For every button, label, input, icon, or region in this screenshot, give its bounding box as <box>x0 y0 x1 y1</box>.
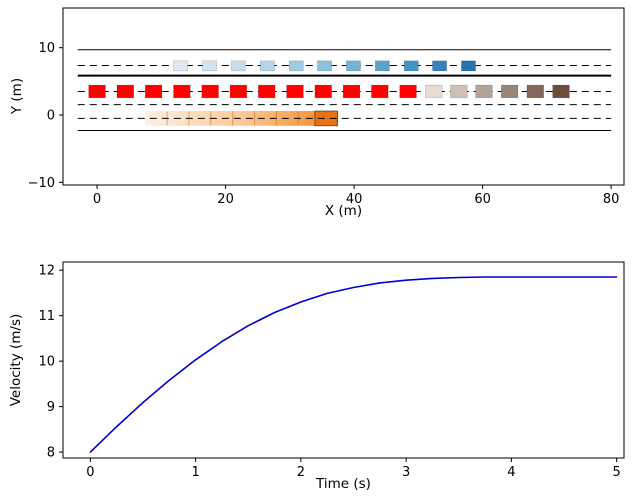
y-tick-label: 11 <box>38 309 55 324</box>
ego-lane-vehicle-faded <box>475 84 493 99</box>
trajectory-ylabel: Y (m) <box>9 77 25 115</box>
ego-lane-vehicle-faded <box>552 84 570 99</box>
target-lane-vehicle <box>403 60 419 72</box>
ego-lane-vehicle-red <box>116 84 134 99</box>
axes-frame <box>62 261 625 459</box>
target-lane-vehicle <box>461 60 476 72</box>
x-tick-label: 1 <box>191 465 199 480</box>
ego-lane-vehicle-red <box>145 84 163 99</box>
target-lane-vehicle <box>346 60 361 72</box>
ego-lane-vehicle-faded <box>425 84 443 99</box>
ego-lane-vehicle-faded <box>501 84 519 99</box>
target-lane-vehicle <box>202 60 217 72</box>
velocity-curve <box>89 276 618 453</box>
target-lane-vehicle <box>375 60 390 72</box>
axes-frame <box>62 7 625 186</box>
velocity-ylabel: Velocity (m/s) <box>8 313 24 407</box>
ego-lane-vehicle-red <box>258 84 276 99</box>
ego-lane-vehicle-red <box>286 84 304 99</box>
x-tick-label: 20 <box>217 192 234 207</box>
y-tick-label: 10 <box>38 41 55 56</box>
ego-lane-vehicle-red <box>173 84 191 99</box>
ego-lane-vehicle-red <box>342 84 361 99</box>
ego-trail <box>145 110 339 126</box>
ego-lane-vehicle-red <box>399 84 417 99</box>
x-tick-label: 4 <box>507 465 515 480</box>
y-tick-label: 8 <box>47 446 55 461</box>
x-tick-label: 5 <box>612 465 620 480</box>
ego-lane-vehicle-red <box>371 84 389 99</box>
ego-lane-vehicle-faded <box>450 84 468 99</box>
x-tick-label: 60 <box>474 192 491 207</box>
velocity-xlabel: Time (s) <box>316 476 371 492</box>
target-lane-vehicle <box>317 60 332 72</box>
ego-lane-vehicle-red <box>229 84 248 99</box>
trajectory-xlabel: X (m) <box>324 203 363 219</box>
target-lane-vehicle <box>260 60 275 72</box>
x-tick-label: 0 <box>86 465 94 480</box>
y-tick-label: 10 <box>38 355 55 370</box>
target-lane-vehicle <box>432 60 447 72</box>
y-tick-label: −10 <box>28 176 55 191</box>
y-tick-label: 9 <box>47 400 55 415</box>
y-tick-label: 12 <box>38 264 55 279</box>
y-tick-label: 0 <box>47 109 55 124</box>
ego-lane-vehicle-faded <box>526 84 544 99</box>
x-tick-label: 80 <box>603 192 620 207</box>
x-tick-label: 40 <box>346 192 363 207</box>
ego-lane-vehicle-red <box>201 84 219 99</box>
trajectory-plot: 0 20 40 60 80 −10 0 10 <box>28 7 625 207</box>
x-tick-label: 2 <box>297 465 305 480</box>
ego-vehicle <box>314 110 338 127</box>
target-lane-vehicle <box>288 60 304 72</box>
target-lane-vehicle <box>173 60 188 72</box>
target-lane-vehicle <box>231 60 246 72</box>
ego-lane-vehicle-red <box>88 84 106 99</box>
x-tick-label: 0 <box>93 192 101 207</box>
ego-lane-vehicle-red <box>314 84 332 99</box>
x-tick-label: 3 <box>402 465 410 480</box>
